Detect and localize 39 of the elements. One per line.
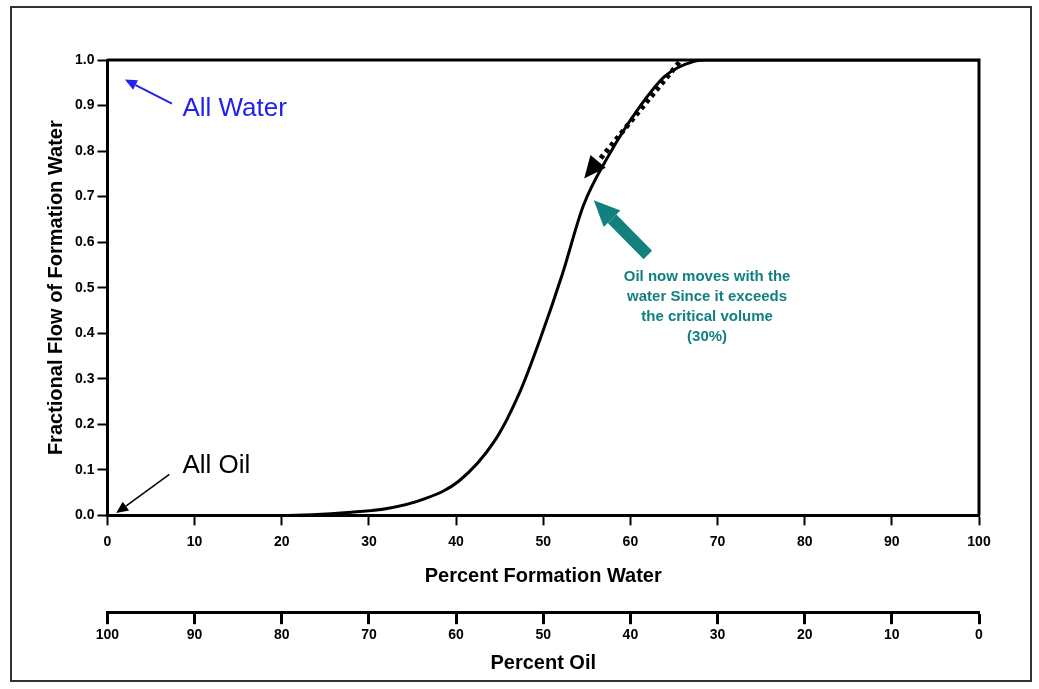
x-tick-label: 90 <box>884 532 900 549</box>
x2-tick-label: 90 <box>186 626 203 643</box>
x2-axis-title: Percent Oil <box>490 650 597 673</box>
annotation: All Oil <box>182 449 251 480</box>
x-tick-label: 100 <box>967 532 991 549</box>
x-tick-label: 40 <box>448 532 465 549</box>
y-tick-label: 0.3 <box>74 369 95 386</box>
x2-tick-label: 70 <box>361 626 377 643</box>
x2-tick-label: 80 <box>273 626 290 643</box>
x-tick-label: 60 <box>622 532 639 549</box>
y-tick-label: 0.6 <box>74 233 95 250</box>
x-tick-label: 0 <box>103 532 112 549</box>
y-tick-label: 1.0 <box>74 50 95 67</box>
x-tick-label: 80 <box>796 532 813 549</box>
x2-tick-label: 10 <box>884 626 900 643</box>
x2-tick-label: 40 <box>622 626 639 643</box>
x2-tick-label: 50 <box>535 626 552 643</box>
x-tick-label: 50 <box>535 532 552 549</box>
x2-tick-label: 0 <box>975 626 984 643</box>
y-tick-label: 0.0 <box>74 506 95 523</box>
y-tick-label: 0.2 <box>74 415 95 432</box>
y-tick-label: 0.8 <box>74 141 95 158</box>
x2-tick-label: 100 <box>95 626 120 643</box>
annotation: Oil now moves with the water Since it exceeds the critical volume (30%) <box>623 266 791 344</box>
y-tick-label: 0.5 <box>74 278 95 295</box>
y-tick-label: 0.7 <box>74 187 95 204</box>
y-tick-label: 0.4 <box>74 324 95 341</box>
x-tick-label: 70 <box>709 532 726 549</box>
y-tick-label: 0.9 <box>74 96 95 113</box>
x-tick-label: 10 <box>186 532 203 549</box>
y-tick-label: 0.1 <box>74 460 95 477</box>
x2-tick-label: 60 <box>448 626 465 643</box>
y-axis-title: Fractional Flow of Formation Water <box>43 120 66 456</box>
annotation: All Water <box>182 92 288 123</box>
x-axis-title: Percent Formation Water <box>424 563 662 586</box>
x2-tick-label: 30 <box>709 626 726 643</box>
x2-tick-label: 20 <box>796 626 813 643</box>
x-tick-label: 20 <box>273 532 290 549</box>
x-tick-label: 30 <box>361 532 377 549</box>
